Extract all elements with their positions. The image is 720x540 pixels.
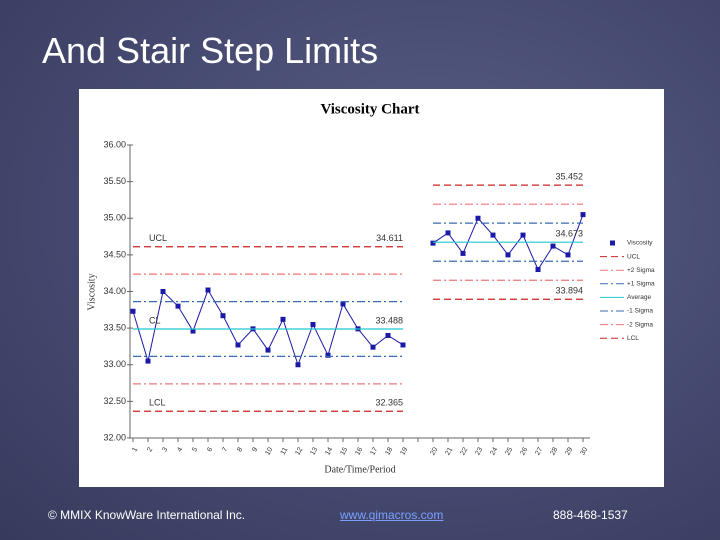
data-point [310, 321, 316, 327]
x-tick-label: 1 [131, 446, 139, 453]
limit-value-label: 34.611 [376, 233, 403, 243]
data-point [205, 287, 211, 293]
x-tick-label: 17 [369, 446, 379, 456]
data-point [190, 328, 196, 334]
x-tick-label: 23 [474, 446, 484, 456]
y-tick-label: 34.00 [103, 286, 126, 296]
x-tick-label: 12 [294, 446, 304, 456]
x-tick-label: 13 [309, 446, 319, 456]
data-point [400, 342, 406, 348]
x-tick-label: 10 [264, 446, 274, 456]
limit-value-label: 34.673 [555, 229, 583, 239]
x-tick-label: 21 [444, 446, 454, 456]
x-tick-label: 3 [161, 446, 169, 453]
limit-value-label: 33.488 [375, 315, 403, 325]
x-tick-label: 26 [519, 446, 529, 456]
y-tick-label: 33.50 [103, 323, 126, 333]
data-point [235, 342, 241, 348]
data-point [520, 232, 526, 238]
data-point [580, 212, 586, 218]
chart-title: Viscosity Chart [320, 101, 419, 117]
data-point [370, 344, 376, 350]
x-tick-label: 18 [384, 446, 394, 456]
data-point [550, 243, 556, 249]
data-point [505, 252, 511, 258]
footer-phone: 888-468-1537 [553, 508, 628, 522]
data-point [565, 252, 571, 258]
limit-tag: CL [149, 315, 161, 325]
x-tick-label: 20 [429, 446, 439, 456]
limit-tag: UCL [149, 233, 167, 243]
data-point [175, 303, 181, 309]
x-tick-label: 22 [459, 446, 469, 456]
legend-label: Average [627, 294, 651, 301]
x-tick-label: 8 [236, 446, 244, 453]
y-tick-label: 36.00 [103, 139, 126, 149]
slide-title: And Stair Step Limits [42, 30, 379, 71]
data-point [460, 250, 466, 256]
x-tick-label: 29 [564, 446, 574, 456]
data-point [445, 230, 451, 236]
data-point [535, 267, 541, 273]
limit-value-label: 33.894 [555, 286, 583, 296]
x-tick-label: 2 [146, 446, 154, 453]
y-tick-label: 35.50 [103, 176, 126, 186]
x-tick-label: 11 [280, 446, 290, 456]
data-point [145, 358, 151, 364]
limit-value-label: 32.365 [375, 398, 403, 408]
legend-label: +1 Sigma [627, 281, 655, 288]
data-point [265, 347, 271, 353]
y-tick-label: 32.00 [103, 432, 126, 442]
y-tick-label: 33.00 [103, 359, 126, 369]
x-tick-label: 28 [549, 446, 559, 456]
legend-marker [610, 240, 615, 246]
x-tick-label: 24 [489, 446, 499, 456]
legend-label: +2 Sigma [627, 267, 655, 274]
x-tick-label: 25 [504, 446, 514, 456]
legend-label: -2 Sigma [627, 321, 653, 328]
limit-value-label: 35.452 [555, 172, 583, 182]
data-point [430, 240, 436, 246]
x-tick-label: 30 [579, 446, 589, 456]
data-point [340, 301, 346, 307]
legend-label: -1 Sigma [627, 308, 653, 315]
data-point [160, 289, 166, 294]
x-tick-label: 4 [176, 446, 184, 453]
chart-box [79, 89, 664, 487]
limit-tag: LCL [149, 398, 166, 408]
x-tick-label: 5 [191, 446, 199, 453]
legend-label: Viscosity [627, 240, 653, 247]
x-axis-label: Date/Time/Period [324, 464, 395, 475]
data-point [220, 313, 226, 319]
data-point [490, 232, 496, 238]
y-tick-label: 34.50 [103, 249, 126, 259]
x-tick-label: 27 [534, 446, 544, 456]
footer-copyright: © MMIX KnowWare International Inc. [48, 508, 246, 522]
x-tick-label: 16 [354, 446, 364, 456]
x-tick-label: 14 [324, 446, 334, 456]
data-point [475, 215, 481, 221]
x-tick-label: 9 [251, 446, 259, 453]
x-tick-label: 7 [221, 446, 229, 453]
y-axis-label: Viscosity [86, 273, 97, 310]
data-point [295, 362, 301, 368]
x-tick-label: 6 [206, 446, 214, 453]
x-tick-label: 19 [399, 446, 409, 456]
legend-label: LCL [627, 335, 639, 342]
data-point [280, 316, 286, 322]
x-tick-label: 15 [339, 446, 349, 456]
y-tick-label: 35.00 [103, 213, 126, 223]
legend-label: UCL [627, 253, 640, 260]
footer-url[interactable]: www.qimacros.com [340, 508, 444, 522]
data-point [130, 308, 136, 314]
y-tick-label: 32.50 [103, 396, 126, 406]
data-point [325, 352, 331, 358]
data-point [385, 332, 391, 338]
